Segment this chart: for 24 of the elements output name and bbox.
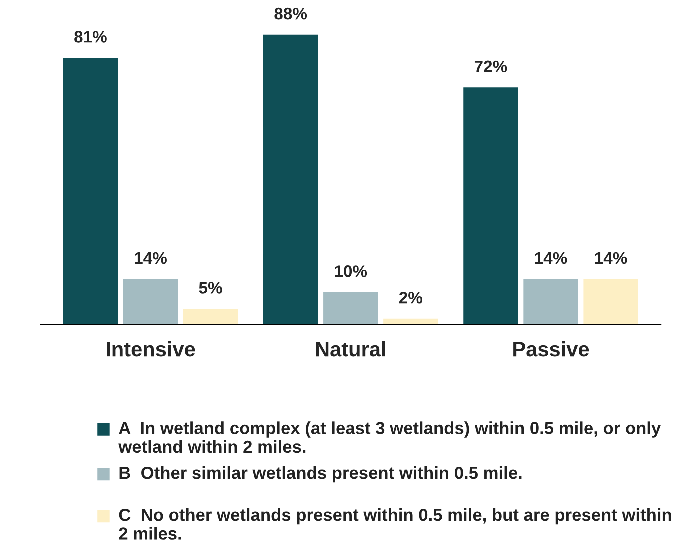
legend-label: B Other similar wetlands present within 0.5 mile. [120,466,522,483]
bar [62,56,120,325]
data-label: 5% [199,282,222,294]
bar [122,278,180,325]
bar [462,86,520,325]
bar [262,33,320,325]
bar [582,278,640,325]
data-label: 14% [595,252,628,264]
legend-label: C No other wetlands present within 0.5 mile, but are present within 2 miles. [119,508,672,540]
data-label: 72% [474,60,508,73]
data-label: 2% [399,292,423,304]
data-label: 10% [335,266,368,278]
data-label: 88% [274,8,308,20]
bar [182,308,240,325]
bar [382,318,440,325]
data-label: 14% [135,252,167,264]
x-tick-label: Passive [514,341,590,357]
x-tick-label: Intensive [106,341,196,357]
bar [322,291,380,325]
legend-label: A In wetland complex (at least 3 wetlands) within 0.5 mile, or only wetland within 2 miles. [118,422,662,454]
bar [522,278,580,325]
data-label: 81% [74,31,107,43]
x-tick-label: Natural [316,341,386,357]
data-label: 14% [535,252,568,264]
